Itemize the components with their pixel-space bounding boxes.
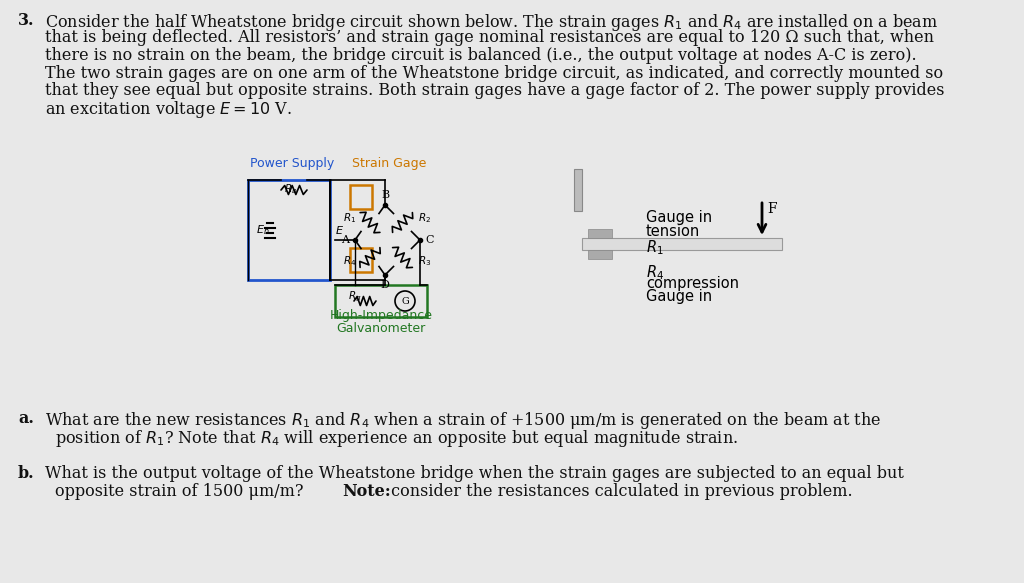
- Text: $R_1$: $R_1$: [646, 238, 664, 257]
- Text: that they see equal but opposite strains. Both strain gages have a gage factor o: that they see equal but opposite strains…: [45, 82, 944, 99]
- Text: compression: compression: [646, 276, 739, 291]
- Text: C: C: [425, 235, 433, 245]
- Bar: [335, 285, 427, 317]
- Text: consider the resistances calculated in previous problem.: consider the resistances calculated in p…: [386, 483, 853, 500]
- Text: $R_g$: $R_g$: [348, 290, 361, 304]
- Bar: [574, 169, 582, 211]
- Text: The two strain gages are on one arm of the Wheatstone bridge circuit, as indicat: The two strain gages are on one arm of t…: [45, 65, 943, 82]
- Text: $R_b$: $R_b$: [285, 182, 298, 196]
- Text: $R_2$: $R_2$: [419, 212, 431, 226]
- Text: A: A: [341, 235, 349, 245]
- Text: F: F: [767, 202, 776, 216]
- Text: $E$: $E$: [335, 224, 344, 236]
- Bar: [350, 184, 372, 209]
- Text: Strain Gage: Strain Gage: [352, 157, 426, 170]
- Text: there is no strain on the beam, the bridge circuit is balanced (i.e., the output: there is no strain on the beam, the brid…: [45, 47, 916, 64]
- Text: Power Supply: Power Supply: [250, 157, 334, 170]
- Text: What are the new resistances $R_1$ and $R_4$ when a strain of +1500 μm/m is gene: What are the new resistances $R_1$ and $…: [45, 410, 882, 431]
- Bar: [588, 250, 612, 259]
- Text: Consider the half Wheatstone bridge circuit shown below. The strain gages $R_1$ : Consider the half Wheatstone bridge circ…: [45, 12, 938, 33]
- Text: b.: b.: [18, 465, 35, 482]
- Text: that is being deflected. All resistors’ and strain gage nominal resistances are : that is being deflected. All resistors’ …: [45, 30, 934, 47]
- Text: High-Impedance: High-Impedance: [330, 309, 432, 322]
- Text: opposite strain of 1500 μm/m?: opposite strain of 1500 μm/m?: [55, 483, 308, 500]
- Text: G: G: [401, 297, 409, 305]
- Text: $E_b$: $E_b$: [256, 223, 269, 237]
- Text: tension: tension: [646, 224, 700, 239]
- Text: Galvanometer: Galvanometer: [336, 322, 426, 335]
- Bar: [588, 229, 612, 238]
- Circle shape: [395, 291, 415, 311]
- Text: What is the output voltage of the Wheatstone bridge when the strain gages are su: What is the output voltage of the Wheats…: [45, 465, 904, 482]
- Text: $R_4$: $R_4$: [646, 263, 665, 282]
- Text: position of $R_1$? Note that $R_4$ will experience an opposite but equal magnitu: position of $R_1$? Note that $R_4$ will …: [55, 428, 738, 449]
- Text: $R_1$: $R_1$: [343, 212, 356, 226]
- Text: D: D: [381, 280, 389, 290]
- Text: a.: a.: [18, 410, 34, 427]
- Text: $R_3$: $R_3$: [419, 255, 432, 268]
- Text: B: B: [381, 190, 389, 200]
- Text: Note:: Note:: [342, 483, 391, 500]
- Text: Gauge in: Gauge in: [646, 289, 712, 304]
- Text: $R_4$: $R_4$: [343, 255, 356, 268]
- Text: Gauge in: Gauge in: [646, 210, 712, 225]
- Text: an excitation voltage $E = 10$ V.: an excitation voltage $E = 10$ V.: [45, 100, 292, 121]
- Text: 3.: 3.: [18, 12, 35, 29]
- Bar: [350, 248, 372, 272]
- Bar: [582, 238, 782, 250]
- Bar: [248, 180, 330, 280]
